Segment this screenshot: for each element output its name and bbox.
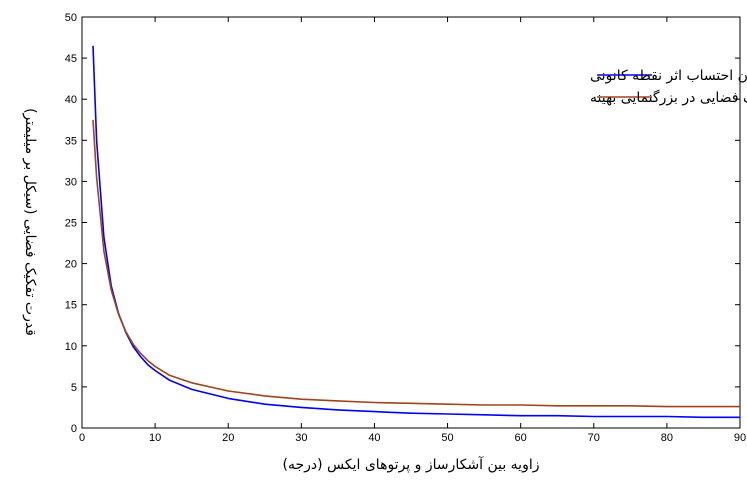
y-tick-label: 5 xyxy=(71,382,77,394)
y-tick-label: 30 xyxy=(65,176,77,188)
y-tick-label: 35 xyxy=(65,135,77,147)
x-tick-label: 10 xyxy=(149,432,161,444)
x-tick-label: 30 xyxy=(295,432,307,444)
x-tick-label: 60 xyxy=(515,432,527,444)
x-tick-label: 50 xyxy=(441,432,453,444)
legend-label-2: قدرت تفکیک فضایی در بزرگنمایی بهینه xyxy=(590,89,747,106)
y-tick-label: 20 xyxy=(65,259,77,271)
x-tick-label: 20 xyxy=(222,432,234,444)
legend-label-1: قدرت تفکیک فضایی بدون احتساب اثر نقطه کا… xyxy=(590,68,747,84)
y-axis-title: قدرت تفکیک فضایی (سیکل بر میلیمتر) xyxy=(22,108,38,336)
y-tick-label: 15 xyxy=(65,300,77,312)
x-tick-label: 70 xyxy=(588,432,600,444)
y-tick-label: 40 xyxy=(65,94,77,106)
y-tick-label: 25 xyxy=(65,218,77,230)
x-tick-label: 80 xyxy=(661,432,673,444)
series-line-2 xyxy=(92,119,740,408)
y-tick-label: 10 xyxy=(65,341,77,353)
y-tick-label: 50 xyxy=(65,12,77,24)
x-tick-label: 40 xyxy=(368,432,380,444)
x-tick-label: 90 xyxy=(734,432,746,444)
x-tick-label: 0 xyxy=(79,432,85,444)
x-axis-title: زاویه بین آشکارساز و پرتوهای ایکس (درجه) xyxy=(283,456,540,473)
y-tick-label: 0 xyxy=(71,423,77,435)
legend: قدرت تفکیک فضایی بدون احتساب اثر نقطه کا… xyxy=(590,68,747,106)
ticks: 0 10 20 30 40 50 60 70 80 90 0 5 10 15 20 25 30 35 40 45 50 xyxy=(65,12,746,444)
y-tick-label: 45 xyxy=(65,53,77,65)
series-layer xyxy=(92,45,740,419)
